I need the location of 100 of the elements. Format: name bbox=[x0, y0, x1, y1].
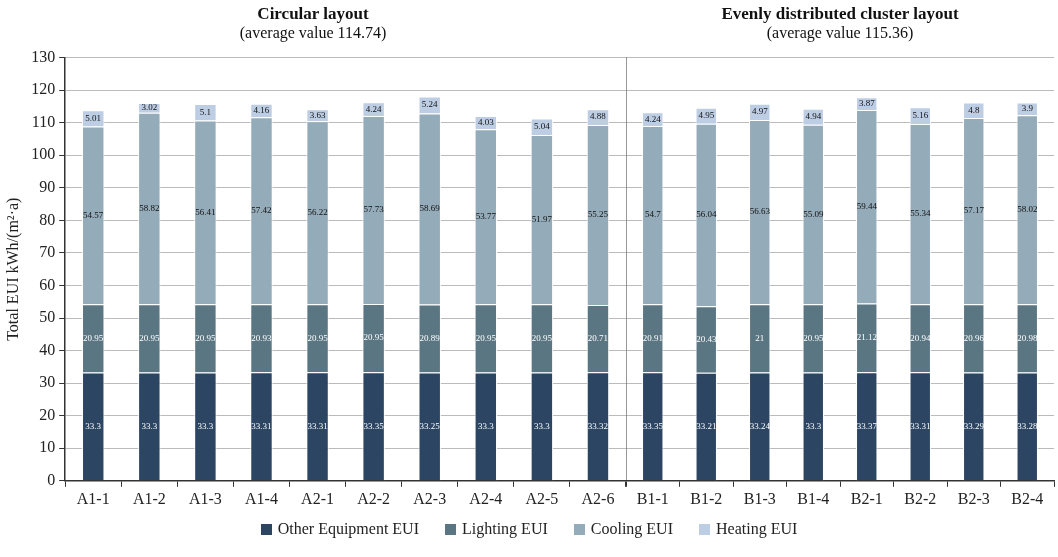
chart-title: Circular layout bbox=[257, 3, 369, 23]
data-label: 20.43 bbox=[696, 333, 717, 344]
data-label: 33.29 bbox=[963, 420, 985, 431]
data-label: 33.35 bbox=[363, 420, 385, 431]
data-label: 56.41 bbox=[195, 206, 216, 217]
y-tick-label: 80 bbox=[39, 210, 56, 228]
data-label: 20.91 bbox=[642, 332, 663, 343]
data-label: 20.94 bbox=[910, 332, 931, 343]
data-label: 57.73 bbox=[363, 204, 385, 215]
data-label: 33.3 bbox=[141, 420, 158, 431]
data-label: 3.02 bbox=[141, 102, 158, 113]
data-label: 33.3 bbox=[805, 420, 822, 431]
data-label: 5.16 bbox=[912, 110, 929, 120]
data-label: 33.3 bbox=[197, 420, 214, 431]
data-label: 20.95 bbox=[195, 332, 217, 343]
data-label: 4.88 bbox=[590, 111, 607, 122]
data-label: 21.12 bbox=[856, 332, 877, 343]
data-label: 33.32 bbox=[587, 420, 609, 431]
data-label: 59.44 bbox=[856, 201, 878, 212]
data-label: 58.02 bbox=[1017, 204, 1038, 215]
y-tick-label: 100 bbox=[31, 145, 56, 163]
data-label: 4.03 bbox=[477, 116, 495, 127]
data-label: 4.24 bbox=[644, 113, 662, 124]
data-label: 33.31 bbox=[307, 420, 328, 431]
data-label: 33.28 bbox=[1017, 420, 1038, 431]
data-label: 58.69 bbox=[419, 203, 441, 214]
legend-label: Other Equipment EUI bbox=[277, 520, 419, 538]
data-label: 20.71 bbox=[587, 332, 609, 343]
chart-title: Evenly distributed cluster layout bbox=[721, 3, 959, 23]
data-label: 33.25 bbox=[419, 420, 441, 431]
data-label: 33.37 bbox=[856, 420, 878, 431]
data-label: 21 bbox=[755, 332, 765, 343]
data-label: 4.24 bbox=[365, 103, 383, 114]
data-label: 51.97 bbox=[531, 213, 553, 224]
x-tick-label: A2-1 bbox=[301, 489, 335, 507]
x-tick-label: B1-2 bbox=[690, 489, 723, 507]
y-tick-label: 120 bbox=[31, 80, 56, 98]
data-label: 33.21 bbox=[696, 420, 717, 431]
data-label: 33.31 bbox=[251, 420, 272, 431]
data-label: 5.04 bbox=[534, 121, 551, 132]
x-tick-label: B1-1 bbox=[636, 489, 669, 507]
data-label: 56.22 bbox=[307, 207, 328, 218]
x-tick-label: A1-3 bbox=[188, 489, 222, 507]
y-tick-label: 110 bbox=[31, 112, 56, 130]
data-label: 3.9 bbox=[1021, 103, 1034, 114]
data-label: 55.09 bbox=[803, 208, 824, 219]
data-label: 33.35 bbox=[642, 420, 664, 431]
x-tick-label: A1-1 bbox=[76, 489, 110, 507]
data-label: 33.3 bbox=[85, 420, 102, 431]
x-tick-label: A1-4 bbox=[245, 489, 278, 507]
data-label: 20.95 bbox=[803, 332, 824, 343]
data-label: 20.98 bbox=[1017, 332, 1038, 343]
x-tick-label: A2-4 bbox=[469, 489, 503, 507]
data-label: 5.24 bbox=[421, 99, 439, 110]
y-tick-label: 90 bbox=[39, 178, 56, 196]
data-label: 4.8 bbox=[968, 104, 980, 115]
chart-subtitle: (average value 114.74) bbox=[239, 24, 387, 43]
x-tick-label: A2-2 bbox=[357, 489, 391, 507]
data-label: 57.17 bbox=[963, 205, 985, 216]
data-label: 33.3 bbox=[534, 420, 551, 431]
data-label: 4.94 bbox=[805, 111, 822, 122]
data-label: 20.95 bbox=[83, 332, 104, 343]
x-tick-label: A2-3 bbox=[413, 489, 447, 507]
y-tick-label: 50 bbox=[39, 308, 56, 326]
legend-label: Cooling EUI bbox=[590, 520, 673, 538]
data-label: 54.57 bbox=[83, 209, 104, 220]
data-label: 20.95 bbox=[363, 332, 385, 343]
data-label: 53.77 bbox=[475, 211, 497, 222]
data-label: 33.3 bbox=[477, 420, 495, 431]
data-label: 20.96 bbox=[963, 332, 985, 343]
x-tick-label: A2-5 bbox=[525, 489, 559, 507]
data-label: 54.7 bbox=[644, 209, 662, 220]
data-label: 56.63 bbox=[749, 206, 771, 217]
data-label: 4.95 bbox=[698, 110, 715, 121]
y-tick-label: 10 bbox=[39, 438, 56, 456]
legend-label: Heating EUI bbox=[715, 520, 798, 538]
y-tick-label: 40 bbox=[39, 340, 56, 358]
y-tick-label: 0 bbox=[47, 471, 56, 488]
data-label: 58.82 bbox=[139, 202, 160, 213]
data-label: 20.95 bbox=[307, 332, 329, 343]
data-label: 4.16 bbox=[253, 104, 270, 115]
data-label: 5.1 bbox=[199, 106, 212, 117]
data-label: 57.42 bbox=[251, 205, 272, 216]
x-tick-label: B1-3 bbox=[743, 489, 776, 507]
x-tick-label: B2-1 bbox=[850, 489, 883, 507]
x-tick-label: A1-2 bbox=[132, 489, 166, 507]
x-tick-label: B2-3 bbox=[957, 489, 990, 507]
data-label: 4.97 bbox=[751, 106, 769, 117]
y-axis-title: Total EUI kWh/(m²·a) bbox=[3, 197, 22, 341]
legend-label: Lighting EUI bbox=[462, 520, 548, 538]
data-label: 3.87 bbox=[858, 97, 876, 108]
x-tick-label: A2-6 bbox=[581, 489, 615, 507]
y-tick-label: 20 bbox=[39, 405, 56, 423]
y-tick-label: 60 bbox=[39, 275, 56, 293]
data-label: 20.93 bbox=[251, 332, 273, 343]
x-tick-label: B2-2 bbox=[904, 489, 937, 507]
data-label: 3.63 bbox=[309, 109, 326, 120]
data-label: 20.95 bbox=[139, 332, 160, 343]
chart-subtitle: (average value 115.36) bbox=[766, 24, 914, 43]
data-label: 33.24 bbox=[749, 420, 771, 431]
